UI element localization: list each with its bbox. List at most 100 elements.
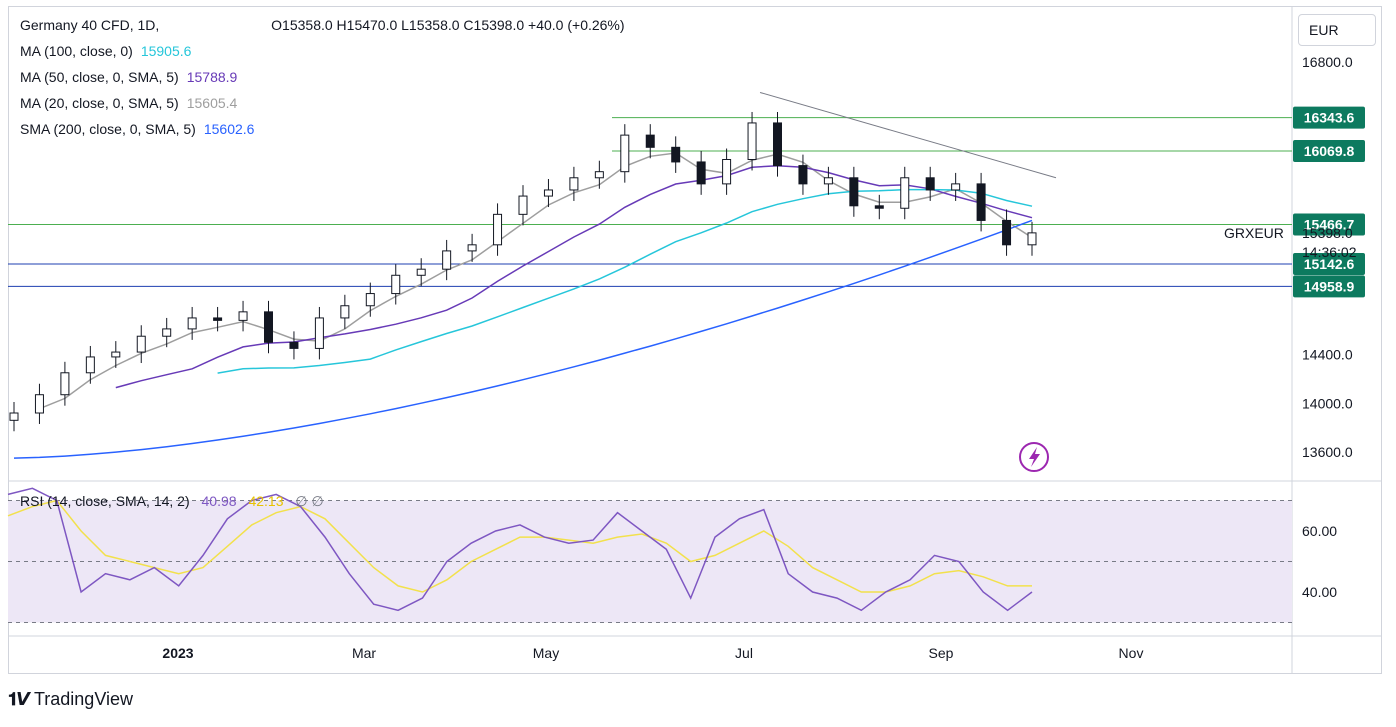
candle-body bbox=[34, 394, 44, 414]
candle-body bbox=[976, 183, 986, 221]
candle-body bbox=[467, 244, 477, 252]
x-tick-label: May bbox=[533, 645, 559, 661]
candle-body bbox=[162, 328, 172, 337]
candle bbox=[569, 166, 579, 201]
price-level-tag bbox=[1293, 213, 1365, 236]
candle bbox=[493, 203, 503, 256]
candle-body bbox=[518, 195, 528, 215]
candle-body bbox=[111, 351, 121, 358]
candle bbox=[518, 185, 528, 226]
candle bbox=[416, 258, 426, 287]
candle-body bbox=[798, 165, 808, 185]
candle-body bbox=[416, 268, 426, 276]
candle bbox=[213, 306, 223, 332]
ma20-line bbox=[39, 152, 1033, 410]
symbol-tag: GRXEUR bbox=[1224, 225, 1284, 241]
candle bbox=[238, 300, 248, 332]
legend-label: SMA (200, close, 0, SMA, 5) bbox=[20, 121, 196, 137]
candle bbox=[85, 345, 95, 384]
legend-label: MA (20, close, 0, SMA, 5) bbox=[20, 95, 179, 111]
price-levels: 16343.6 16069.8 15466.7 15142.6 14958.9 bbox=[8, 91, 1365, 298]
rsi-line bbox=[7, 487, 1033, 612]
candle bbox=[136, 325, 146, 364]
candle bbox=[747, 111, 757, 171]
candle-body bbox=[874, 205, 884, 209]
candle bbox=[289, 331, 299, 360]
candle bbox=[365, 282, 375, 317]
price-level-label: 16343.6 bbox=[1304, 110, 1355, 126]
symbol-header: Germany 40 CFD, 1D, O15358.0 H15470.0 L1… bbox=[20, 16, 625, 34]
candle-body bbox=[238, 311, 248, 321]
ohlc-values: O15358.0 H15470.0 L15358.0 C15398.0 +40.… bbox=[271, 17, 625, 33]
legend-value: 15602.6 bbox=[203, 121, 255, 137]
legend-item: MA (20, close, 0, SMA, 5) 15605.4 bbox=[20, 94, 237, 112]
candle bbox=[111, 341, 121, 368]
price-level-tag bbox=[1293, 275, 1365, 298]
candle-body bbox=[289, 341, 299, 349]
candle-body bbox=[671, 146, 681, 163]
price-level-label: 15466.7 bbox=[1304, 216, 1355, 232]
candle bbox=[442, 239, 452, 281]
ma100-line bbox=[217, 188, 1033, 374]
y-tick-label: 16800.0 bbox=[1302, 54, 1353, 70]
x-tick-label: Sep bbox=[929, 645, 954, 661]
rsi-legend-label: RSI (14, close, SMA, 14, 2) bbox=[20, 493, 190, 509]
rsi-legend-value: 40.98 bbox=[201, 493, 237, 509]
candle bbox=[620, 124, 630, 183]
sma200-line bbox=[13, 219, 1033, 459]
legend-value: 15905.6 bbox=[140, 43, 192, 59]
candle bbox=[951, 172, 961, 201]
currency-selector[interactable]: EUR bbox=[1298, 14, 1376, 46]
legend-value: 15605.4 bbox=[186, 95, 238, 111]
x-tick-label: 2023 bbox=[162, 645, 193, 661]
legend-item: MA (50, close, 0, SMA, 5) 15788.9 bbox=[20, 68, 237, 86]
candle-body bbox=[60, 372, 70, 396]
candle bbox=[594, 160, 604, 189]
candle bbox=[391, 264, 401, 305]
candle-body bbox=[645, 134, 655, 148]
candle-body bbox=[213, 317, 223, 321]
flash-icon-ring bbox=[1019, 442, 1049, 472]
candle bbox=[1002, 209, 1012, 256]
candle-body bbox=[620, 134, 630, 173]
y-tick-label: 13600.0 bbox=[1302, 444, 1353, 460]
candle-body bbox=[391, 274, 401, 295]
candle bbox=[900, 166, 910, 220]
candle-body bbox=[823, 177, 833, 185]
candle-body bbox=[925, 177, 935, 191]
rsi-ma-line bbox=[7, 499, 1032, 593]
price-level-label: 14958.9 bbox=[1304, 278, 1355, 294]
candles bbox=[9, 111, 1037, 432]
rsi-legend-extra: ∅ ∅ bbox=[295, 493, 324, 509]
candle-body bbox=[900, 177, 910, 209]
candle bbox=[34, 383, 44, 424]
candle bbox=[340, 294, 350, 329]
price-level-tag bbox=[1293, 139, 1365, 162]
rsi-legend: RSI (14, close, SMA, 14, 2) 40.98 42.13 … bbox=[20, 492, 324, 510]
candle bbox=[9, 402, 19, 432]
tradingview-logo[interactable]: 𝟏𝙑 TradingView bbox=[8, 689, 133, 710]
legend-item: MA (100, close, 0) 15905.6 bbox=[20, 42, 191, 60]
candle-body bbox=[264, 311, 273, 343]
price-level-tag bbox=[1293, 252, 1365, 275]
candle bbox=[696, 150, 706, 195]
candle-body bbox=[1027, 232, 1037, 246]
candle bbox=[925, 166, 935, 201]
chart-frame bbox=[8, 6, 1382, 674]
candle-body bbox=[849, 177, 859, 207]
x-tick-label: Jul bbox=[735, 645, 753, 661]
candle bbox=[849, 166, 859, 217]
candle bbox=[645, 124, 655, 159]
candle bbox=[467, 233, 477, 262]
candle bbox=[798, 154, 808, 195]
candle-body bbox=[442, 250, 452, 270]
price-level-label: 16069.8 bbox=[1304, 143, 1355, 159]
candle bbox=[60, 361, 70, 406]
rsi-tick-label: 60.00 bbox=[1302, 523, 1337, 539]
flash-icon-bolt bbox=[1029, 447, 1040, 467]
candle-body bbox=[136, 335, 146, 353]
rsi-pane: 60.00 40.00 bbox=[7, 487, 1337, 623]
tradingview-logo-icon: 𝟏𝙑 bbox=[8, 689, 30, 709]
flash-icon bbox=[1019, 442, 1049, 472]
